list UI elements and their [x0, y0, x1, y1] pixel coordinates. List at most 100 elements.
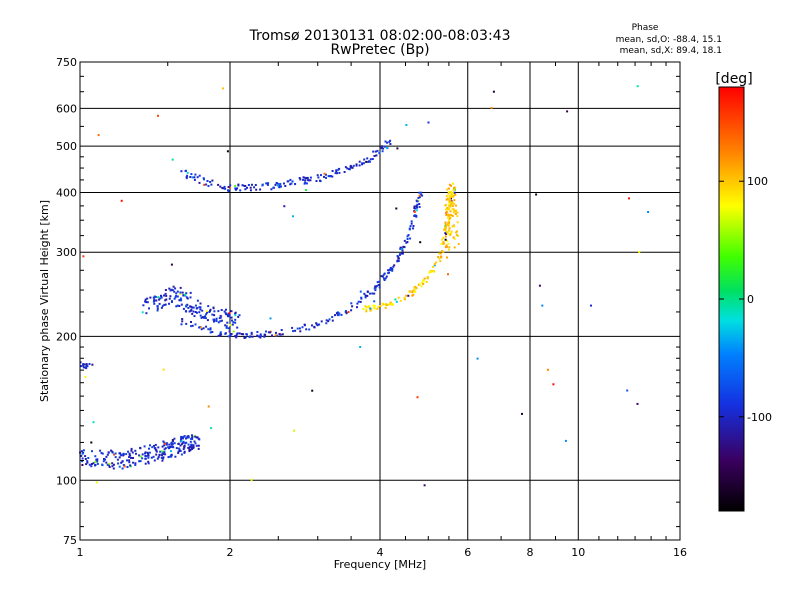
- data-point: [286, 180, 289, 183]
- data-point: [186, 436, 189, 439]
- data-point: [368, 160, 371, 163]
- data-point: [406, 238, 409, 240]
- data-point: [108, 462, 111, 465]
- data-point: [213, 310, 216, 313]
- data-point: [139, 447, 142, 450]
- data-point: [199, 326, 202, 329]
- data-point: [92, 462, 95, 465]
- data-point: [105, 455, 108, 458]
- data-point: [138, 460, 141, 463]
- data-point: [193, 176, 196, 179]
- data-point: [156, 307, 159, 310]
- data-point: [389, 139, 392, 142]
- data-point: [311, 324, 313, 327]
- data-point: [344, 166, 347, 169]
- data-point: [269, 317, 272, 320]
- data-point: [237, 315, 240, 318]
- data-point: [188, 448, 191, 451]
- data-point: [338, 312, 341, 315]
- data-point: [281, 333, 284, 336]
- data-point: [289, 183, 292, 186]
- data-point: [193, 315, 196, 318]
- data-point: [382, 273, 385, 276]
- data-point: [209, 331, 212, 334]
- data-point: [104, 458, 107, 461]
- data-point: [143, 445, 146, 448]
- data-point: [168, 447, 170, 450]
- data-point: [85, 364, 88, 367]
- data-point: [177, 442, 180, 445]
- data-point: [451, 195, 454, 198]
- data-point: [386, 146, 389, 149]
- data-point: [276, 184, 279, 187]
- data-point: [192, 306, 195, 309]
- data-point: [365, 160, 368, 163]
- data-point: [369, 292, 371, 295]
- data-point: [409, 237, 412, 240]
- data-point: [147, 456, 150, 459]
- data-point: [448, 246, 451, 249]
- data-point: [201, 309, 204, 312]
- data-point: [324, 173, 327, 176]
- data-point: [448, 229, 450, 232]
- data-point: [84, 458, 87, 460]
- data-point: [274, 183, 277, 186]
- data-point: [350, 302, 353, 305]
- data-point: [157, 296, 160, 299]
- data-point: [449, 233, 452, 236]
- data-point: [315, 180, 318, 182]
- data-point: [306, 176, 309, 179]
- data-point: [364, 294, 367, 297]
- data-point: [172, 285, 175, 288]
- data-point: [445, 239, 448, 242]
- data-point: [145, 455, 148, 457]
- data-point: [182, 440, 185, 443]
- data-point: [207, 328, 210, 331]
- data-point: [358, 164, 361, 167]
- data-point: [198, 306, 201, 309]
- data-point: [145, 312, 148, 315]
- data-point: [237, 183, 240, 186]
- data-point: [173, 437, 176, 440]
- data-point: [120, 454, 123, 457]
- data-point: [187, 446, 190, 449]
- data-point: [82, 364, 85, 367]
- data-point: [369, 158, 372, 161]
- data-point: [356, 306, 358, 309]
- data-point: [446, 231, 449, 234]
- data-point: [364, 305, 367, 308]
- data-point: [205, 313, 208, 316]
- data-point: [377, 306, 380, 308]
- data-point: [437, 256, 440, 258]
- data-point: [102, 460, 105, 463]
- data-point: [439, 260, 442, 263]
- data-point: [309, 176, 312, 179]
- data-point: [444, 246, 447, 249]
- data-point: [231, 319, 233, 322]
- data-point: [219, 314, 222, 317]
- data-point: [277, 183, 280, 186]
- data-point: [418, 191, 421, 194]
- data-point: [256, 334, 259, 337]
- data-point: [266, 183, 269, 186]
- data-point: [259, 333, 262, 336]
- data-point: [299, 330, 302, 333]
- data-point: [414, 214, 417, 217]
- data-point: [161, 459, 164, 462]
- data-point: [168, 443, 171, 446]
- data-point: [451, 201, 454, 204]
- data-point: [364, 296, 367, 299]
- data-point: [453, 202, 456, 205]
- data-point: [217, 310, 220, 313]
- data-point: [199, 306, 202, 309]
- data-point: [163, 451, 166, 454]
- data-point: [397, 296, 400, 299]
- data-point: [177, 447, 180, 450]
- data-point: [164, 442, 167, 445]
- data-point: [190, 325, 193, 328]
- data-point: [139, 460, 142, 463]
- data-point: [182, 307, 185, 310]
- data-point: [176, 304, 179, 307]
- data-point: [161, 450, 164, 453]
- data-point: [432, 270, 435, 273]
